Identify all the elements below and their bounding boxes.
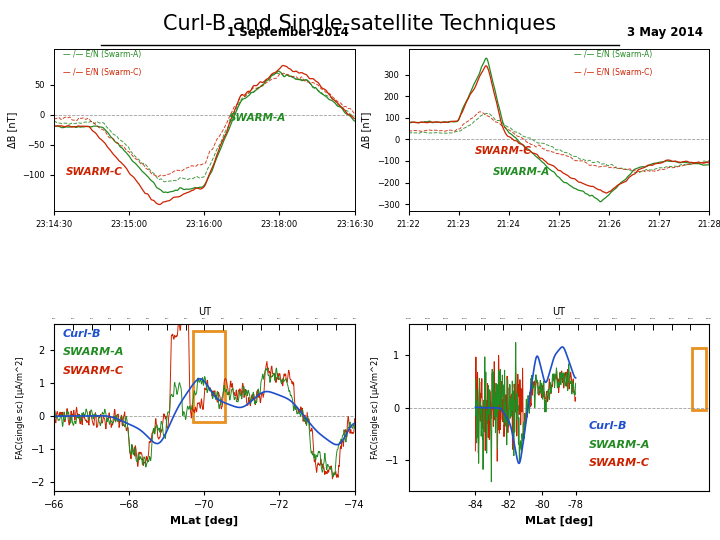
Text: SWARM-C: SWARM-C bbox=[63, 366, 124, 376]
Y-axis label: FAC(single sc) [μA/m^2]: FAC(single sc) [μA/m^2] bbox=[371, 356, 379, 459]
Text: — /— E/N (Swarm-C): — /— E/N (Swarm-C) bbox=[574, 68, 652, 77]
X-axis label: MLat [deg]: MLat [deg] bbox=[170, 516, 238, 526]
Text: SWARM-A: SWARM-A bbox=[589, 440, 650, 449]
Text: SWARM-C: SWARM-C bbox=[589, 458, 650, 468]
Y-axis label: FAC(single sc) [μA/m^2]: FAC(single sc) [μA/m^2] bbox=[16, 356, 25, 459]
Text: Curl-B: Curl-B bbox=[63, 329, 102, 339]
Bar bbox=[193, 330, 225, 422]
Text: — /— E/N (Swarm-C): — /— E/N (Swarm-C) bbox=[63, 68, 141, 77]
Text: 3 May 2014: 3 May 2014 bbox=[627, 26, 703, 39]
Text: Curl-B: Curl-B bbox=[589, 421, 627, 431]
Text: 1 September 2014: 1 September 2014 bbox=[227, 26, 348, 39]
Text: Curl-B and Single-satellite Techniques: Curl-B and Single-satellite Techniques bbox=[163, 14, 557, 33]
Text: SWARM-C: SWARM-C bbox=[66, 167, 123, 177]
Y-axis label: ΔB [nT]: ΔB [nT] bbox=[361, 111, 371, 148]
Bar bbox=[693, 348, 706, 410]
Text: SWARM-A: SWARM-A bbox=[228, 113, 286, 124]
Text: SWARM-A: SWARM-A bbox=[63, 347, 125, 357]
Text: SWARM-C: SWARM-C bbox=[474, 146, 531, 156]
X-axis label: MLat [deg]: MLat [deg] bbox=[525, 516, 593, 526]
Text: UT: UT bbox=[552, 307, 565, 318]
Text: — /— E/N (Swarm-A): — /— E/N (Swarm-A) bbox=[574, 50, 652, 59]
Text: — /— E/N (Swarm-A): — /— E/N (Swarm-A) bbox=[63, 50, 141, 59]
Text: UT: UT bbox=[198, 307, 211, 318]
Text: SWARM-A: SWARM-A bbox=[492, 167, 550, 177]
Y-axis label: ΔB [nT]: ΔB [nT] bbox=[6, 111, 17, 148]
